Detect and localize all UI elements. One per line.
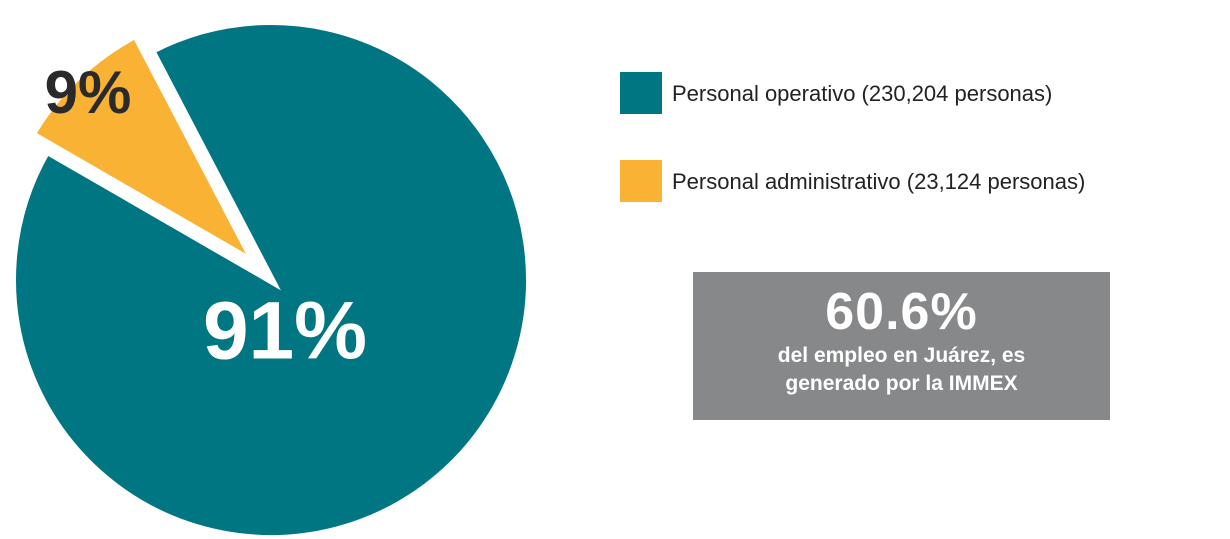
legend-label: Personal administrativo (23,124 personas… bbox=[672, 169, 1085, 194]
legend-swatch bbox=[620, 160, 662, 202]
legend-label: Personal operativo (230,204 personas) bbox=[672, 81, 1052, 106]
annotation-text: del empleo en Juárez, es generado por la… bbox=[777, 344, 1026, 395]
legend-swatch bbox=[620, 72, 662, 114]
annotation-headline: 60.6% bbox=[825, 283, 978, 341]
pie-slice bbox=[8, 17, 534, 539]
slice-label: 91% bbox=[203, 286, 367, 377]
annotation-box: 60.6% del empleo en Juárez, es generado … bbox=[693, 272, 1110, 420]
slice-label: 9% bbox=[45, 59, 132, 126]
pie-slice bbox=[26, 29, 266, 275]
